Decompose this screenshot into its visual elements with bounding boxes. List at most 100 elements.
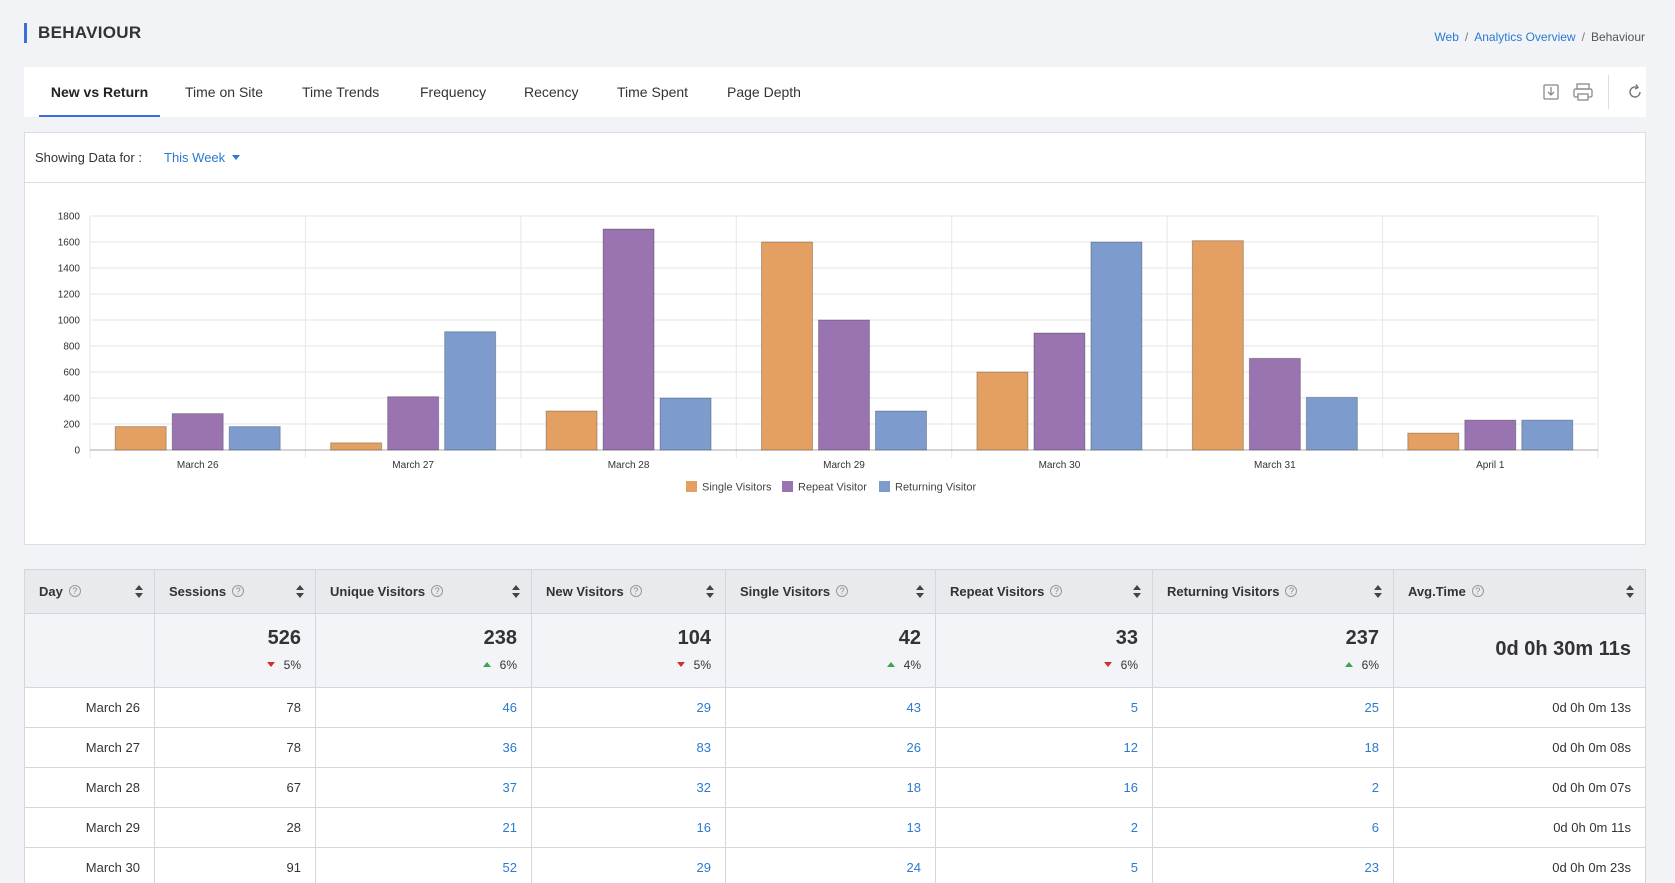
help-icon[interactable]: ? [836, 585, 849, 598]
tab-time-on-site[interactable]: Time on Site [185, 84, 264, 100]
cell-repeat-visitors: 5 [936, 688, 1153, 727]
column-label: Repeat Visitors [950, 584, 1045, 599]
cell-day: March 26 [25, 688, 155, 727]
cell-link[interactable]: 13 [906, 820, 921, 835]
print-icon[interactable] [1571, 81, 1595, 103]
cell-link[interactable]: 18 [1364, 740, 1379, 755]
bar-returning-visitor [875, 410, 927, 451]
trend-up-icon [482, 662, 491, 668]
cell-repeat-visitors: 16 [936, 768, 1153, 807]
column-header-sessions[interactable]: Sessions? [155, 570, 316, 613]
cell-day: March 28 [25, 768, 155, 807]
cell-link[interactable]: 25 [1364, 700, 1379, 715]
column-header-day[interactable]: Day? [25, 570, 155, 613]
cell-link[interactable]: 5 [1130, 860, 1138, 875]
tab-frequency[interactable]: Frequency [420, 84, 487, 100]
cell-link[interactable]: 36 [502, 740, 517, 755]
breadcrumb-analytics-overview[interactable]: Analytics Overview [1474, 30, 1576, 44]
sort-icon[interactable] [705, 585, 715, 599]
y-tick-label: 1000 [58, 316, 81, 327]
cell-link[interactable]: 12 [1123, 740, 1138, 755]
breadcrumb-web[interactable]: Web [1434, 30, 1459, 44]
chart-panel: Showing Data for : This Week 0 200 400 600 8… [24, 132, 1646, 545]
sort-icon[interactable] [1373, 585, 1383, 599]
cell-day: March 29 [25, 808, 155, 847]
bar-single-visitors [976, 371, 1029, 451]
help-icon[interactable]: ? [1050, 585, 1063, 598]
sort-icon[interactable] [134, 585, 144, 599]
x-tick-label: March 30 [1039, 460, 1081, 471]
tab-time-trends[interactable]: Time Trends [302, 84, 380, 100]
column-label: Avg.Time [1408, 584, 1466, 599]
page-title: BEHAVIOUR [24, 23, 141, 43]
cell-sessions: 78 [155, 688, 316, 727]
sort-icon[interactable] [1132, 585, 1142, 599]
cell-link[interactable]: 2 [1371, 780, 1379, 795]
column-label: Day [39, 584, 63, 599]
help-icon[interactable]: ? [1471, 585, 1484, 598]
legend-swatch [686, 481, 697, 492]
cell-link[interactable]: 23 [1364, 860, 1379, 875]
column-header-unique-visitors[interactable]: Unique Visitors? [316, 570, 532, 613]
cell-value: March 27 [85, 740, 140, 755]
cell-link[interactable]: 21 [502, 820, 517, 835]
cell-link[interactable]: 6 [1371, 820, 1379, 835]
column-header-new-visitors[interactable]: New Visitors? [532, 570, 726, 613]
summary-change: 6% [936, 658, 1138, 672]
summary-cell: 526 5% [155, 614, 316, 687]
summary-value: 0d 0h 30m 11s [1495, 638, 1631, 660]
help-icon[interactable]: ? [68, 585, 81, 598]
bar-repeat-visitor [602, 228, 655, 451]
cell-link[interactable]: 52 [502, 860, 517, 875]
sort-icon[interactable] [1625, 585, 1635, 599]
help-icon[interactable]: ? [232, 585, 245, 598]
tab-page-depth[interactable]: Page Depth [727, 84, 801, 100]
cell-link[interactable]: 43 [906, 700, 921, 715]
download-icon[interactable] [1539, 81, 1563, 103]
cell-repeat-visitors: 2 [936, 808, 1153, 847]
legend-label: Single Visitors [702, 482, 772, 494]
tab-recency[interactable]: Recency [524, 84, 579, 100]
y-tick-label: 200 [63, 420, 80, 431]
cell-link[interactable]: 5 [1130, 700, 1138, 715]
bar-single-visitors [761, 241, 813, 451]
column-header-avg-time[interactable]: Avg.Time? [1394, 570, 1645, 613]
cell-link[interactable]: 46 [502, 700, 517, 715]
period-dropdown[interactable]: This Week [164, 150, 241, 165]
tab-new-vs-return[interactable]: New vs Return [39, 67, 160, 117]
summary-empty-cell [25, 614, 155, 687]
cell-new-visitors: 29 [532, 688, 726, 727]
column-header-returning-visitors[interactable]: Returning Visitors? [1153, 570, 1394, 613]
refresh-icon[interactable] [1623, 81, 1647, 103]
cell-link[interactable]: 32 [696, 780, 711, 795]
bar-returning-visitor [444, 331, 497, 451]
help-icon[interactable]: ? [431, 585, 444, 598]
tab-time-spent[interactable]: Time Spent [617, 84, 689, 100]
summary-cell: 33 6% [936, 614, 1153, 687]
column-header-single-visitors[interactable]: Single Visitors? [726, 570, 936, 613]
cell-link[interactable]: 18 [906, 780, 921, 795]
cell-link[interactable]: 24 [906, 860, 921, 875]
sort-icon[interactable] [915, 585, 925, 599]
change-percent: 4% [903, 658, 921, 672]
cell-link[interactable]: 37 [502, 780, 517, 795]
cell-link[interactable]: 29 [696, 860, 711, 875]
cell-link[interactable]: 26 [906, 740, 921, 755]
cell-link[interactable]: 16 [696, 820, 711, 835]
summary-value: 104 [677, 627, 711, 649]
help-icon[interactable]: ? [629, 585, 642, 598]
cell-link[interactable]: 16 [1123, 780, 1138, 795]
summary-value: 237 [1345, 627, 1379, 649]
sort-icon[interactable] [511, 585, 521, 599]
cell-single-visitors: 18 [726, 768, 936, 807]
breadcrumb: Web / Analytics Overview / Behaviour [1434, 30, 1645, 44]
tabs-bar: New vs Return Time on Site Time Trends F… [24, 67, 1646, 117]
cell-link[interactable]: 83 [696, 740, 711, 755]
cell-link[interactable]: 29 [696, 700, 711, 715]
trend-down-icon [1103, 662, 1112, 668]
column-header-repeat-visitors[interactable]: Repeat Visitors? [936, 570, 1153, 613]
help-icon[interactable]: ? [1285, 585, 1298, 598]
trend-up-icon [886, 662, 895, 668]
cell-link[interactable]: 2 [1130, 820, 1138, 835]
sort-icon[interactable] [295, 585, 305, 599]
